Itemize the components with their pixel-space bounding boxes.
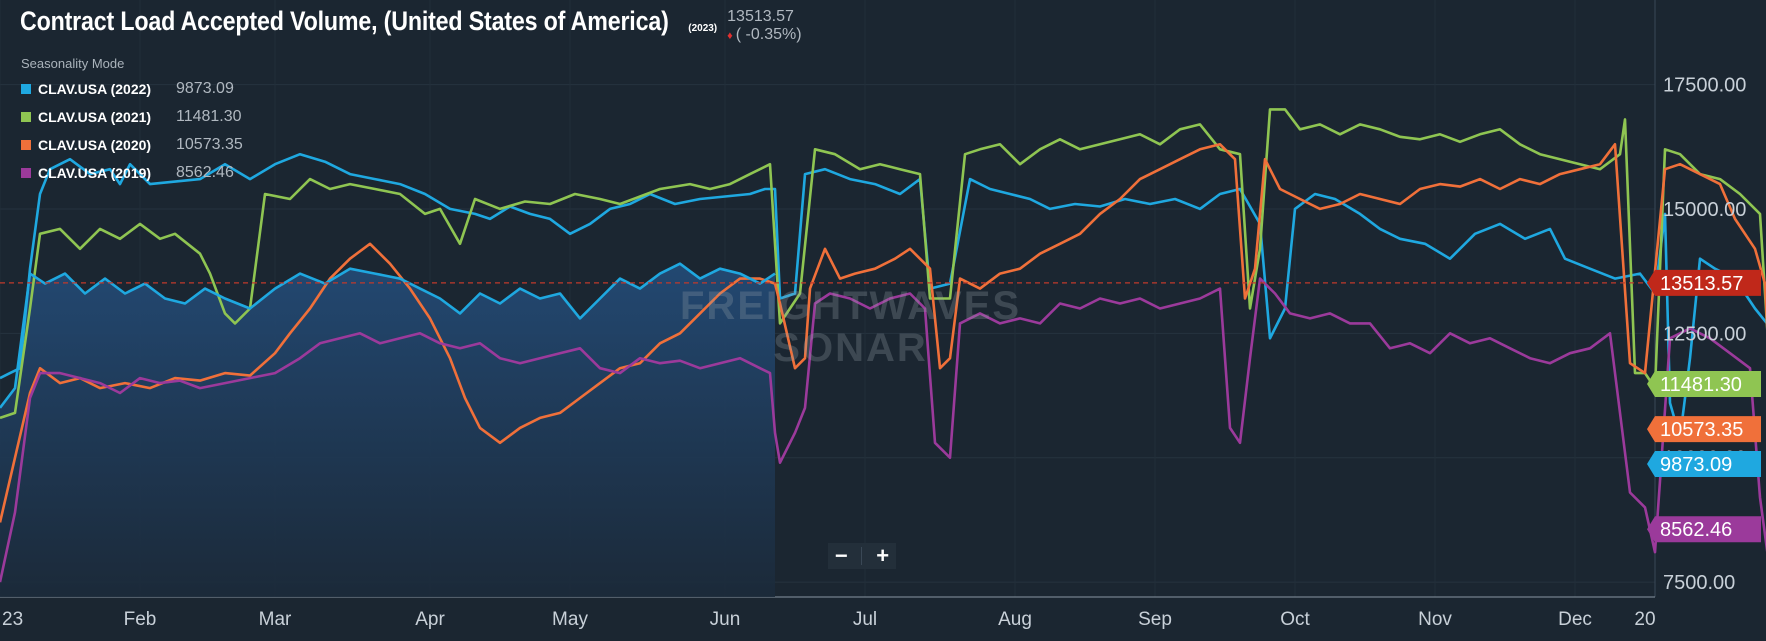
x-tick-label: 20 [1634, 609, 1655, 630]
legend-item[interactable]: CLAV.USA (2021) 11481.30 [21, 103, 243, 131]
zoom-out-button[interactable]: − [835, 543, 848, 569]
chart-header: Contract Load Accepted Volume, (United S… [20, 6, 802, 45]
x-tick-label: Jun [710, 609, 741, 630]
legend-item[interactable]: CLAV.USA (2019) 8562.46 [21, 159, 243, 187]
legend-value: 10573.35 [176, 136, 243, 154]
x-tick-label: Oct [1280, 609, 1310, 630]
tag-series-1-text: 11481.30 [1660, 374, 1742, 396]
legend-swatch [21, 84, 31, 94]
watermark-line1: FREIGHTWAVES [680, 285, 1021, 327]
legend-value: 9873.09 [176, 80, 234, 98]
watermark: FREIGHTWAVES SONAR [680, 285, 1021, 369]
x-tick-label: Apr [415, 609, 445, 630]
legend-swatch [21, 112, 31, 122]
year-tag: (2023) [688, 23, 717, 34]
legend: CLAV.USA (2022) 9873.09 CLAV.USA (2021) 114… [21, 75, 243, 187]
watermark-line2: SONAR [680, 327, 1021, 369]
seasonality-mode-label: Seasonality Mode [21, 56, 124, 71]
tag-series-0: 9873.09 [1647, 451, 1761, 477]
tag-2023-text: 13513.57 [1660, 273, 1743, 295]
chart-title: Contract Load Accepted Volume, (United S… [20, 6, 669, 37]
tag-series-1: 11481.30 [1647, 371, 1761, 397]
quote-box: 13513.57 ♦( -0.35%) [727, 8, 801, 45]
tag-series-3: 8562.46 [1647, 516, 1761, 542]
zoom-divider [861, 547, 862, 565]
zoom-controls: − + [828, 543, 896, 569]
zoom-in-button[interactable]: + [876, 543, 889, 569]
legend-name: CLAV.USA (2021) [38, 109, 176, 125]
y-tick-label: 7500.00 [1663, 572, 1735, 594]
legend-value: 8562.46 [176, 164, 234, 182]
legend-name: CLAV.USA (2022) [38, 81, 176, 97]
x-tick-label: 23 [2, 609, 23, 630]
change-percent: ( -0.35%) [736, 26, 802, 43]
down-arrow-icon: ♦ [727, 30, 733, 42]
x-tick-label: May [552, 609, 588, 630]
tag-series-2-text: 10573.35 [1660, 419, 1743, 441]
x-tick-label: Nov [1418, 609, 1452, 630]
y-tick-label: 17500.00 [1663, 75, 1746, 97]
current-value: 13513.57 [727, 8, 801, 26]
tag-2023: 13513.57 [1647, 270, 1761, 296]
highlight-area [0, 264, 775, 597]
x-tick-label: Feb [124, 609, 157, 630]
legend-value: 11481.30 [176, 108, 242, 126]
legend-name: CLAV.USA (2019) [38, 165, 176, 181]
y-tick-label: 15000.00 [1663, 199, 1746, 221]
x-tick-label: Jul [853, 609, 877, 630]
legend-swatch [21, 140, 31, 150]
x-tick-label: Mar [259, 609, 292, 630]
y-tick-label: 12500.00 [1663, 323, 1746, 345]
tag-series-3-text: 8562.46 [1660, 519, 1732, 541]
legend-swatch [21, 168, 31, 178]
x-tick-label: Aug [998, 609, 1032, 630]
tag-series-2: 10573.35 [1647, 416, 1761, 442]
x-tick-label: Dec [1558, 609, 1592, 630]
legend-name: CLAV.USA (2020) [38, 137, 176, 153]
legend-item[interactable]: CLAV.USA (2020) 10573.35 [21, 131, 243, 159]
tag-series-0-text: 9873.09 [1660, 454, 1732, 476]
legend-item[interactable]: CLAV.USA (2022) 9873.09 [21, 75, 243, 103]
x-tick-label: Sep [1138, 609, 1172, 630]
